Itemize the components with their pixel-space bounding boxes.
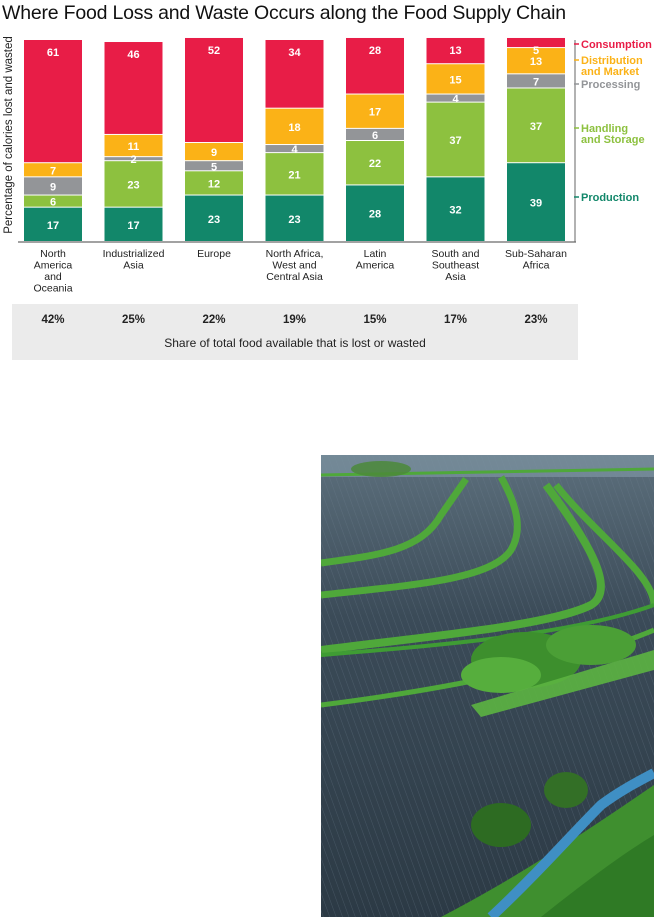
bar-segment-processing-1	[104, 157, 163, 161]
bar-segment-handling-and-storage-3	[265, 153, 324, 195]
data-label: 39	[530, 198, 542, 210]
data-label: 7	[533, 76, 539, 88]
data-label: 13	[530, 56, 542, 68]
bar-segment-processing-3	[265, 145, 324, 153]
data-label: 11	[128, 141, 140, 153]
bar-segment-consumption-6	[507, 37, 565, 48]
data-label: 28	[369, 209, 381, 221]
data-label: 52	[208, 45, 220, 57]
bar-segment-production-2	[185, 195, 243, 241]
data-label: 32	[449, 205, 461, 217]
data-label: 9	[50, 181, 56, 193]
bar-segment-distribution-and-market-1	[104, 134, 163, 157]
legend-entry: Distribution and Market	[581, 55, 643, 78]
share-percent: 15%	[363, 314, 387, 326]
data-label: 37	[530, 121, 542, 133]
data-label: 22	[369, 158, 381, 170]
data-label: 6	[372, 130, 378, 142]
share-percent: 17%	[443, 314, 468, 326]
share-percent: 23%	[524, 314, 548, 326]
bar-segment-consumption-0	[24, 40, 82, 163]
category-label: Sub-Saharan Africa	[505, 248, 567, 272]
bar-segment-distribution-and-market-5	[426, 64, 485, 94]
data-label: 5	[533, 45, 539, 57]
bar-segment-handling-and-storage-0	[24, 195, 82, 207]
share-percent: 19%	[282, 314, 307, 326]
y-axis-label: Percentage of calories lost and wasted	[3, 36, 15, 234]
legend-entry: Production	[581, 192, 639, 204]
data-label: 2	[130, 154, 136, 166]
bar-segment-handling-and-storage-4	[346, 141, 404, 185]
bar-segment-handling-and-storage-1	[104, 161, 163, 207]
data-label: 5	[211, 161, 217, 173]
data-label: 7	[50, 165, 56, 177]
bar-segment-consumption-1	[104, 42, 163, 134]
bar-segment-processing-4	[346, 128, 404, 140]
bar-segment-distribution-and-market-3	[265, 108, 324, 145]
data-label: 17	[47, 220, 59, 232]
bar-segment-production-1	[104, 207, 163, 241]
share-percent: 42%	[41, 314, 65, 326]
legend-entry: Processing	[581, 79, 640, 91]
category-label: South and Southeast Asia	[432, 248, 480, 283]
category-label: North Africa, West and Central Asia	[266, 248, 324, 283]
bar-segment-distribution-and-market-0	[24, 163, 82, 177]
share-caption: Share of total food available that is lo…	[164, 336, 426, 350]
share-band	[12, 304, 578, 360]
bar-segment-handling-and-storage-6	[507, 88, 565, 163]
data-label: 12	[208, 178, 220, 190]
data-label: 9	[211, 147, 217, 159]
bar-segment-consumption-5	[426, 37, 485, 64]
data-label: 23	[288, 214, 300, 226]
share-percent: 22%	[202, 314, 226, 326]
bar-segment-distribution-and-market-6	[507, 48, 565, 74]
category-label: Latin America	[356, 248, 395, 272]
category-label: North America and Oceania	[33, 248, 72, 295]
data-label: 34	[288, 47, 301, 59]
data-label: 17	[369, 107, 381, 119]
bar-segment-production-6	[507, 163, 565, 241]
bar-segment-handling-and-storage-2	[185, 171, 243, 195]
bar-segment-production-4	[346, 185, 404, 241]
data-label: 6	[50, 197, 56, 209]
bar-segment-consumption-2	[185, 37, 243, 143]
data-label: 23	[208, 214, 220, 226]
bar-segment-consumption-3	[265, 40, 324, 108]
data-label: 46	[127, 49, 139, 61]
data-label: 4	[291, 144, 298, 156]
bar-segment-production-5	[426, 177, 485, 241]
data-label: 23	[127, 179, 139, 191]
category-label: Industrialized Asia	[103, 248, 165, 272]
data-label: 4	[452, 94, 459, 106]
bar-segment-handling-and-storage-5	[426, 102, 485, 177]
data-label: 61	[47, 47, 59, 59]
chart-title: Where Food Loss and Waste Occurs along t…	[2, 2, 566, 24]
bar-segment-processing-0	[24, 177, 82, 195]
share-percent: 25%	[121, 314, 146, 326]
bar-segment-production-0	[24, 207, 82, 241]
category-label: Europe	[197, 248, 231, 260]
legend-entry: Consumption	[581, 39, 652, 51]
data-label: 17	[127, 220, 139, 232]
data-label: 21	[288, 169, 300, 181]
bar-segment-processing-2	[185, 161, 243, 171]
data-label: 28	[369, 45, 381, 57]
bar-segment-processing-5	[426, 94, 485, 102]
bar-segment-production-3	[265, 195, 324, 241]
bar-segment-processing-6	[507, 74, 565, 88]
data-label: 37	[449, 135, 461, 147]
data-label: 13	[449, 45, 461, 57]
bar-segment-distribution-and-market-2	[185, 143, 243, 161]
bar-segment-distribution-and-market-4	[346, 94, 404, 128]
data-label: 18	[288, 122, 300, 134]
data-label: 15	[449, 74, 461, 86]
legend-entry: Handling and Storage	[581, 123, 645, 146]
bar-segment-consumption-4	[346, 37, 404, 94]
farmland-aerial-photo	[321, 455, 654, 917]
